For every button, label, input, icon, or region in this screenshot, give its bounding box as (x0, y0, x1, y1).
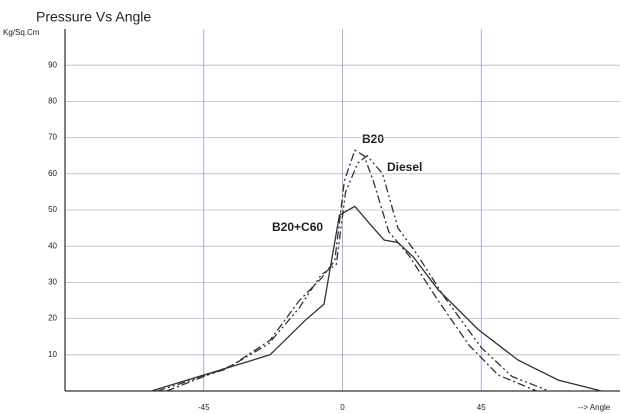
series-line (151, 205, 602, 392)
series-label: B20 (362, 132, 384, 146)
y-tick-label: 50 (48, 205, 57, 214)
x-tick-label: -45 (198, 403, 210, 412)
y-tick-label: 20 (48, 314, 57, 323)
x-tick-label: 0 (340, 403, 345, 412)
y-tick-label: 30 (48, 278, 57, 287)
series-line (166, 149, 537, 392)
y-tick-label: 10 (48, 350, 57, 359)
x-tick-label: 45 (477, 403, 486, 412)
series-label: B20+C60 (272, 220, 323, 234)
y-tick-label: 80 (48, 97, 57, 106)
y-tick-label: 40 (48, 241, 57, 250)
series-label: Diesel (387, 160, 422, 174)
x-axis-label: --> Angle (578, 403, 611, 412)
y-tick-label: 60 (48, 169, 57, 178)
chart-title: Pressure Vs Angle (36, 9, 151, 25)
y-axis-label: Kg/Sq.Cm (3, 28, 40, 37)
y-tick-label: 90 (48, 60, 57, 69)
y-tick-label: 70 (48, 133, 57, 142)
series-line (157, 154, 550, 392)
